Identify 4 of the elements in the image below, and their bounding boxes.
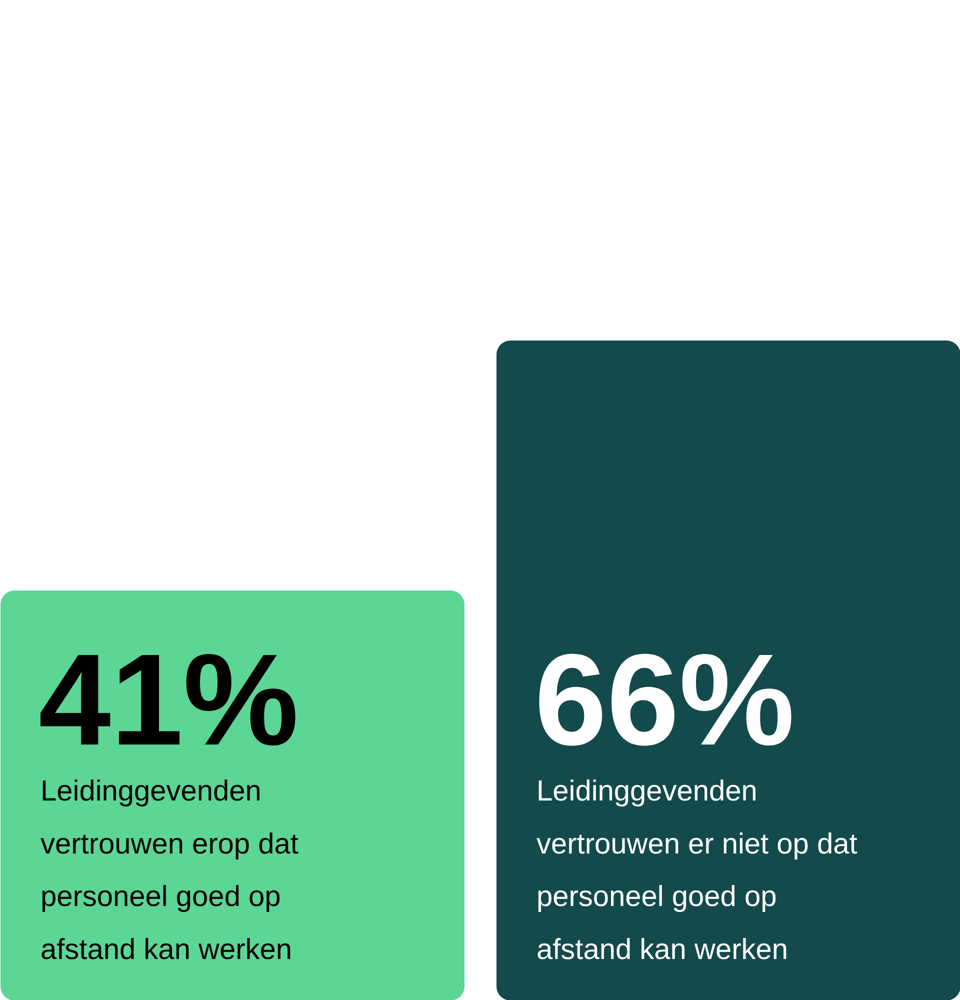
x-tick-label: Leidinggevenden vertrouwen erop dat personeel goed op afstand kan werken xyxy=(40,776,298,966)
x-tick-label: Leidinggevenden vertrouwen er niet op dat personeel goed op afstand kan werken xyxy=(536,776,858,966)
data-label: 41% xyxy=(38,626,299,772)
data-label: 66% xyxy=(534,626,795,772)
